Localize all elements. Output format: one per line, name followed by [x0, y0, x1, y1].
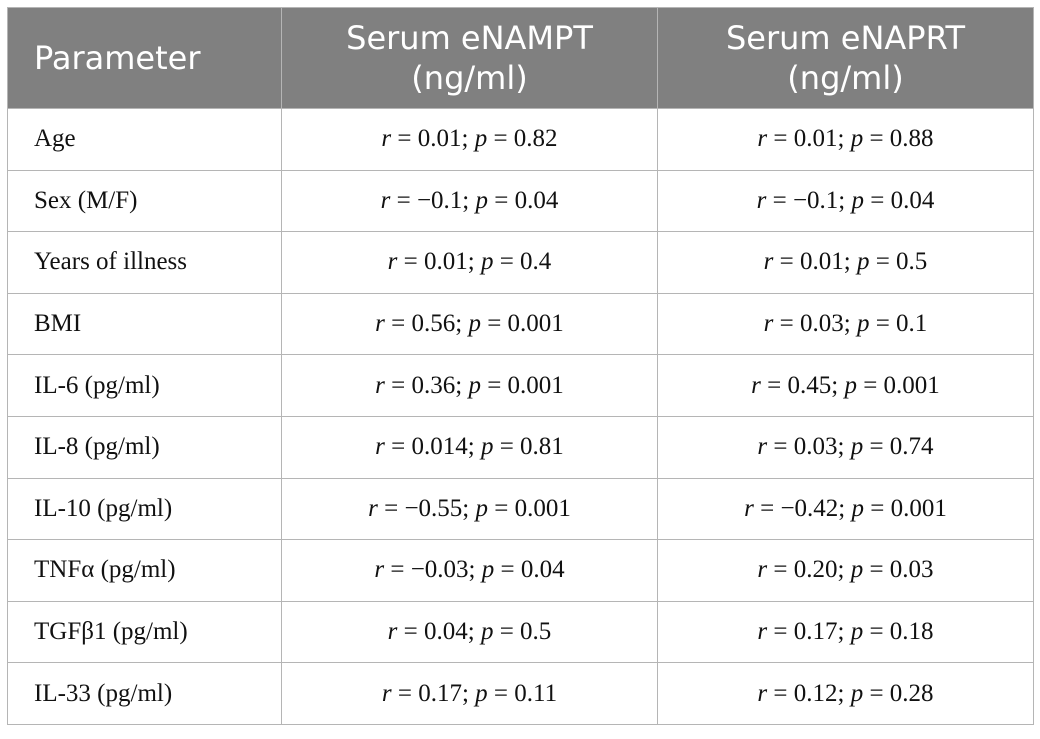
parameter-cell: TGFβ1 (pg/ml)	[7, 600, 282, 664]
correlation-cell: r = 0.014; p = 0.81	[281, 415, 658, 479]
table-row: TGFβ1 (pg/ml) r = 0.04; p = 0.5 r = 0.17; …	[7, 600, 1034, 664]
header-cell: Serum eNAPRT (ng/ml)	[657, 7, 1034, 109]
correlation-cell: r = 0.12; p = 0.28	[657, 662, 1034, 725]
table-row: IL-6 (pg/ml) r = 0.36; p = 0.001 r = 0.45;…	[7, 354, 1034, 417]
table-body: Age r = 0.01; p = 0.82 r = 0.01; p = 0.88 S…	[7, 108, 1034, 725]
header-text: Serum eNAMPT (ng/ml)	[346, 19, 593, 97]
correlation-cell: r = 0.45; p = 0.001	[657, 354, 1034, 417]
table-row: Years of illness r = 0.01; p = 0.4 r = 0.0…	[7, 231, 1034, 294]
correlation-cell: r = 0.17; p = 0.11	[281, 662, 658, 725]
parameter-cell: TNFα (pg/ml)	[7, 539, 282, 602]
correlation-cell: r = 0.17; p = 0.18	[657, 600, 1034, 664]
correlation-cell: r = 0.04; p = 0.5	[281, 600, 658, 664]
table-row: IL-8 (pg/ml) r = 0.014; p = 0.81 r = 0.03;…	[7, 415, 1034, 479]
header-text: Parameter	[34, 39, 201, 77]
header-row: Parameter Serum eNAMPT (ng/ml) Serum eNA…	[7, 7, 1034, 109]
correlation-cell: r = 0.01; p = 0.88	[657, 108, 1034, 171]
correlation-cell: r = −0.1; p = 0.04	[657, 169, 1034, 233]
correlation-cell: r = 0.03; p = 0.74	[657, 415, 1034, 479]
correlation-cell: r = −0.1; p = 0.04	[281, 169, 658, 233]
table-row: Age r = 0.01; p = 0.82 r = 0.01; p = 0.88	[7, 108, 1034, 171]
parameter-cell: IL-10 (pg/ml)	[7, 477, 282, 541]
parameter-cell: IL-8 (pg/ml)	[7, 415, 282, 479]
table-row: Sex (M/F) r = −0.1; p = 0.04 r = −0.1; p =…	[7, 169, 1034, 233]
parameter-cell: IL-33 (pg/ml)	[7, 662, 282, 725]
parameter-cell: Sex (M/F)	[7, 169, 282, 233]
table-header: Parameter Serum eNAMPT (ng/ml) Serum eNA…	[7, 7, 1034, 109]
table-row: TNFα (pg/ml) r = −0.03; p = 0.04 r = 0.20;…	[7, 539, 1034, 602]
table-row: IL-33 (pg/ml) r = 0.17; p = 0.11 r = 0.12;…	[7, 662, 1034, 725]
correlation-cell: r = 0.01; p = 0.5	[657, 231, 1034, 294]
parameter-cell: BMI	[7, 292, 282, 356]
correlation-cell: r = 0.01; p = 0.4	[281, 231, 658, 294]
header-cell: Parameter	[7, 7, 282, 109]
header-text: Serum eNAPRT (ng/ml)	[725, 19, 966, 97]
parameter-cell: IL-6 (pg/ml)	[7, 354, 282, 417]
table-row: IL-10 (pg/ml) r = −0.55; p = 0.001 r = −0.…	[7, 477, 1034, 541]
parameter-cell: Years of illness	[7, 231, 282, 294]
correlation-cell: r = 0.56; p = 0.001	[281, 292, 658, 356]
header-cell: Serum eNAMPT (ng/ml)	[281, 7, 658, 109]
correlation-cell: r = 0.36; p = 0.001	[281, 354, 658, 417]
correlation-table: Parameter Serum eNAMPT (ng/ml) Serum eNA…	[7, 7, 1034, 725]
table-row: BMI r = 0.56; p = 0.001 r = 0.03; p = 0.1	[7, 292, 1034, 356]
correlation-cell: r = −0.42; p = 0.001	[657, 477, 1034, 541]
parameter-cell: Age	[7, 108, 282, 171]
correlation-cell: r = −0.03; p = 0.04	[281, 539, 658, 602]
correlation-cell: r = 0.03; p = 0.1	[657, 292, 1034, 356]
correlation-cell: r = −0.55; p = 0.001	[281, 477, 658, 541]
correlation-cell: r = 0.20; p = 0.03	[657, 539, 1034, 602]
correlation-cell: r = 0.01; p = 0.82	[281, 108, 658, 171]
